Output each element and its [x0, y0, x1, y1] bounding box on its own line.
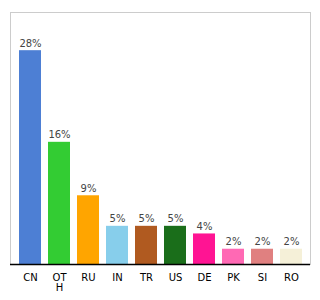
svg-text:2%: 2% — [284, 236, 300, 247]
svg-text:2%: 2% — [226, 236, 242, 247]
svg-text:RU: RU — [81, 272, 95, 283]
svg-text:US: US — [169, 272, 183, 283]
svg-text:28%: 28% — [19, 38, 41, 49]
svg-text:5%: 5% — [168, 213, 184, 224]
svg-text:SI: SI — [258, 272, 267, 283]
svg-text:5%: 5% — [139, 213, 155, 224]
svg-text:5%: 5% — [110, 213, 126, 224]
svg-text:4%: 4% — [197, 221, 213, 232]
svg-text:RO: RO — [284, 272, 299, 283]
svg-text:DE: DE — [197, 272, 211, 283]
svg-text:PK: PK — [227, 272, 240, 283]
svg-text:2%: 2% — [255, 236, 271, 247]
svg-text:CN: CN — [23, 272, 37, 283]
svg-text:9%: 9% — [81, 183, 97, 194]
svg-text:IN: IN — [112, 272, 122, 283]
svg-text:OTH: OTH — [53, 272, 68, 293]
svg-text:TR: TR — [139, 272, 153, 283]
svg-text:16%: 16% — [48, 129, 70, 140]
